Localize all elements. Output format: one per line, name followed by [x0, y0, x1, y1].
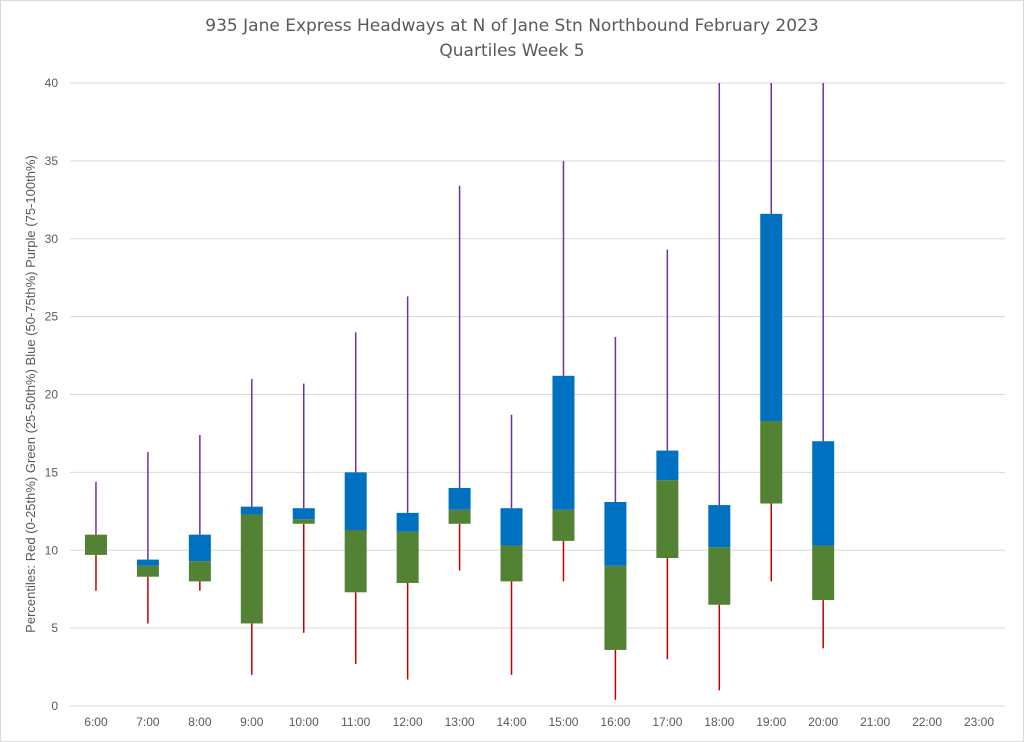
- x-axis-tick-labels: 6:00 7:00 8:00 9:00 10:00 11:00 12:00 13:00 14:0…: [84, 715, 994, 729]
- y-tick-label: 25: [45, 310, 59, 324]
- box-lower-quartile: [812, 545, 835, 601]
- y-tick-label: 30: [45, 232, 59, 246]
- x-tick-label: 8:00: [188, 715, 212, 729]
- box-lower-quartile: [344, 530, 367, 593]
- box-lower-quartile: [656, 480, 679, 559]
- box-upper-quartile: [292, 508, 315, 520]
- y-axis-tick-labels: 0 5 10 15 20 25 30 35 40: [45, 76, 59, 713]
- x-tick-label: 22:00: [912, 715, 942, 729]
- x-tick-label: 7:00: [136, 715, 160, 729]
- box-lower-quartile: [84, 534, 107, 555]
- x-tick-label: 10:00: [289, 715, 319, 729]
- box-upper-quartile: [812, 441, 835, 546]
- box-upper-quartile: [448, 487, 471, 510]
- box-upper-quartile: [760, 213, 783, 421]
- y-tick-label: 10: [45, 543, 59, 557]
- y-tick-label: 40: [45, 76, 59, 90]
- box-upper-quartile: [552, 375, 575, 510]
- box-lower-quartile: [708, 547, 731, 605]
- x-tick-label: 13:00: [445, 715, 475, 729]
- box-upper-quartile: [188, 534, 211, 562]
- y-tick-label: 35: [45, 154, 59, 168]
- box-lower-quartile: [240, 514, 263, 624]
- box-lower-quartile: [292, 519, 315, 524]
- box-upper-quartile: [344, 472, 367, 531]
- box-lower-quartile: [604, 565, 627, 650]
- x-tick-label: 16:00: [600, 715, 630, 729]
- x-tick-label: 15:00: [548, 715, 578, 729]
- box-upper-quartile: [604, 501, 627, 566]
- chart-title: 935 Jane Express Headways at N of Jane S…: [205, 16, 819, 36]
- box-lower-quartile: [188, 561, 211, 582]
- x-tick-label: 6:00: [84, 715, 108, 729]
- y-tick-label: 20: [45, 388, 59, 402]
- x-tick-label: 11:00: [341, 715, 370, 729]
- box-lower-quartile: [396, 531, 419, 583]
- box-upper-quartile: [240, 506, 263, 515]
- box-lower-quartile: [760, 420, 783, 504]
- box-upper-quartile: [396, 512, 419, 532]
- x-tick-label: 18:00: [704, 715, 734, 729]
- box-lower-quartile: [136, 565, 159, 577]
- box-upper-quartile: [136, 559, 159, 566]
- y-tick-label: 15: [45, 465, 59, 479]
- box-lower-quartile: [552, 509, 575, 541]
- box-upper-quartile: [708, 505, 731, 548]
- chart-subtitle: Quartiles Week 5: [439, 41, 585, 61]
- x-tick-label: 17:00: [652, 715, 682, 729]
- box-upper-quartile: [500, 508, 523, 546]
- x-tick-label: 21:00: [860, 715, 890, 729]
- box-lower-quartile: [500, 545, 523, 582]
- box-lower-quartile: [448, 509, 471, 524]
- y-axis-label: Percentiles: Red (0-25th%) Green (25-50t…: [23, 155, 38, 633]
- x-tick-label: 9:00: [240, 715, 264, 729]
- x-tick-label: 12:00: [393, 715, 423, 729]
- box-upper-quartile: [656, 450, 679, 481]
- gridlines: [70, 82, 1005, 707]
- x-tick-label: 23:00: [964, 715, 994, 729]
- x-tick-label: 14:00: [497, 715, 527, 729]
- y-tick-label: 5: [51, 621, 58, 635]
- plot-marks: [84, 83, 835, 700]
- y-tick-label: 0: [51, 699, 58, 713]
- x-tick-label: 19:00: [756, 715, 786, 729]
- x-tick-label: 20:00: [808, 715, 838, 729]
